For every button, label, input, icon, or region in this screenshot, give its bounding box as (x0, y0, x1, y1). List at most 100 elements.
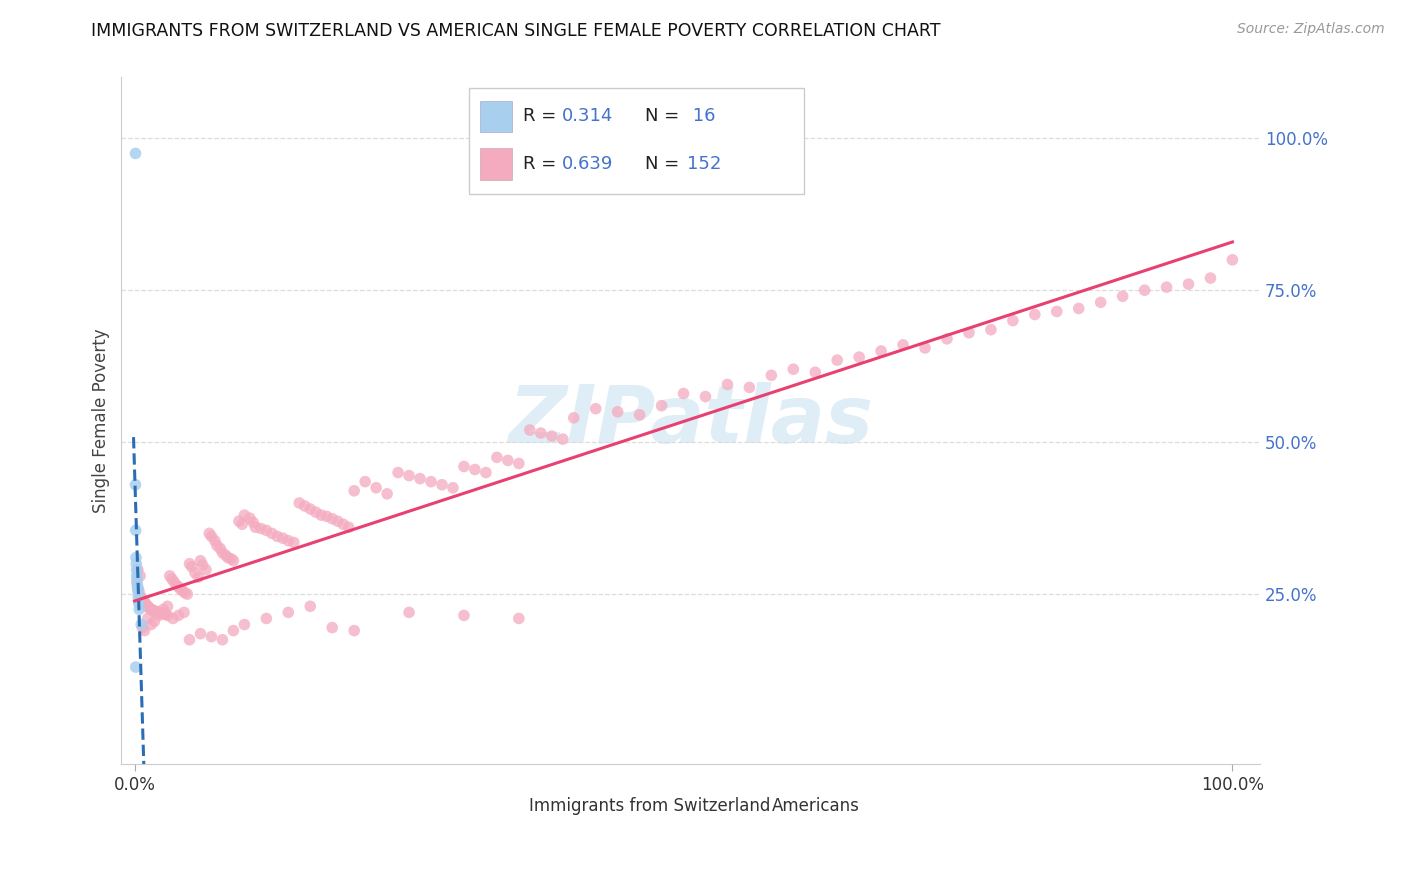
Point (695, 390, 717, 404)
Text: N =: N = (645, 155, 685, 173)
Point (127, 578, 149, 592)
Point (233, 508, 256, 522)
Point (125, 563, 148, 577)
Point (125, 557, 148, 571)
Point (170, 582, 193, 597)
Text: 152: 152 (688, 155, 721, 173)
Point (152, 602, 174, 616)
Point (409, 472, 432, 486)
Bar (740, 796, 765, 816)
Point (125, 574, 148, 589)
Point (239, 511, 262, 525)
Point (464, 462, 486, 476)
Point (129, 569, 152, 583)
Point (761, 368, 783, 383)
Point (129, 590, 152, 604)
Point (138, 600, 160, 615)
Point (143, 604, 166, 618)
Point (125, 569, 148, 583)
Point (1111, 289, 1133, 303)
Point (530, 425, 553, 440)
Point (139, 617, 162, 632)
Point (200, 630, 222, 644)
Point (167, 580, 190, 594)
Point (145, 606, 167, 620)
Point (191, 558, 214, 572)
Point (1090, 295, 1112, 310)
Point (145, 604, 167, 618)
Point (211, 632, 233, 647)
Point (266, 529, 288, 543)
Point (211, 546, 233, 560)
Point (551, 432, 574, 446)
Point (475, 466, 498, 480)
Point (136, 599, 159, 614)
Point (508, 457, 530, 471)
Point (172, 584, 194, 599)
Point (190, 554, 212, 568)
Point (165, 578, 187, 592)
Point (245, 520, 267, 534)
Point (125, 660, 148, 674)
Text: 0.314: 0.314 (562, 108, 613, 126)
Point (277, 606, 299, 620)
Bar (479, 101, 512, 132)
Point (162, 611, 184, 625)
Point (204, 533, 226, 548)
Point (738, 380, 761, 394)
Point (127, 581, 149, 595)
Point (148, 606, 170, 620)
Point (127, 581, 149, 595)
Point (651, 399, 673, 413)
Point (176, 587, 198, 601)
Point (142, 603, 165, 617)
Point (190, 626, 212, 640)
Point (430, 477, 453, 491)
Point (288, 496, 311, 510)
Point (205, 539, 228, 553)
Point (217, 550, 239, 565)
Point (508, 611, 530, 625)
Point (562, 410, 585, 425)
Point (135, 596, 157, 610)
Point (141, 603, 163, 617)
Point (891, 338, 914, 352)
Point (150, 607, 173, 621)
Point (125, 550, 148, 565)
Point (134, 596, 156, 610)
Point (343, 624, 366, 638)
Point (194, 563, 217, 577)
Point (127, 572, 149, 586)
Text: Immigrants from Switzerland: Immigrants from Switzerland (529, 797, 770, 814)
Point (163, 574, 186, 589)
Point (156, 599, 179, 614)
Point (585, 401, 607, 416)
Point (156, 608, 179, 623)
Point (222, 554, 245, 568)
Point (1199, 271, 1222, 285)
Point (1046, 304, 1069, 318)
Point (1222, 252, 1244, 267)
Point (233, 617, 256, 632)
Point (184, 566, 207, 580)
Point (148, 608, 170, 623)
Text: 0.639: 0.639 (562, 155, 613, 173)
Point (825, 353, 848, 368)
Point (124, 477, 146, 491)
Point (128, 596, 150, 610)
Point (128, 584, 150, 599)
Point (375, 487, 398, 501)
Point (209, 541, 232, 556)
Point (326, 514, 349, 528)
Point (309, 508, 332, 522)
Point (914, 341, 936, 355)
Point (606, 405, 628, 419)
Text: R =: R = (523, 108, 562, 126)
Point (716, 377, 738, 392)
Text: ZIPatlas: ZIPatlas (508, 382, 873, 460)
Point (848, 350, 870, 364)
Point (136, 611, 159, 625)
Point (155, 607, 177, 622)
Point (134, 624, 156, 638)
Point (366, 481, 388, 495)
